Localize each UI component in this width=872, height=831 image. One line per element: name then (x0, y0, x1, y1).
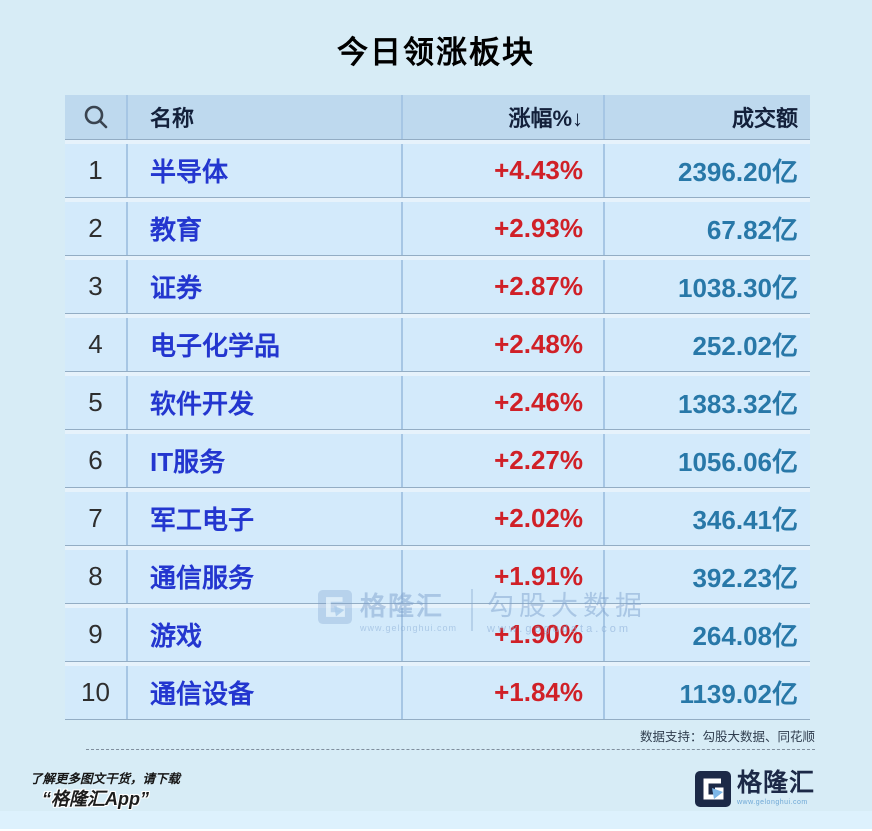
sector-change-percent: +2.46% (403, 376, 605, 429)
table-row[interactable]: 7 军工电子 +2.02% 346.41亿 (65, 492, 810, 546)
sector-change-percent: +2.27% (403, 434, 605, 487)
sector-turnover: 1056.06亿 (678, 447, 798, 477)
table-row[interactable]: 8 通信服务 +1.91% 392.23亿 (65, 550, 810, 604)
sector-turnover: 2396.20亿 (678, 157, 798, 187)
sector-name: 游戏 (128, 608, 403, 661)
sector-change-percent: +2.93% (403, 202, 605, 255)
table-body: 1 半导体 +4.43% 2396.20亿 2 教育 +2.93% 67.82亿… (65, 144, 810, 720)
row-rank: 9 (65, 608, 128, 661)
table-row[interactable]: 10 通信设备 +1.84% 1139.02亿 (65, 666, 810, 720)
sector-change-percent: +1.91% (403, 550, 605, 603)
table-row[interactable]: 2 教育 +2.93% 67.82亿 (65, 202, 810, 256)
gelonghui-logo-icon (694, 771, 731, 812)
sector-change-percent: +1.90% (403, 608, 605, 661)
sector-turnover: 252.02亿 (692, 331, 798, 361)
table-row[interactable]: 9 游戏 +1.90% 264.08亿 (65, 608, 810, 662)
sector-name: 证券 (128, 260, 403, 313)
sector-change-percent: +2.48% (403, 318, 605, 371)
footer-divider (86, 749, 815, 750)
bottom-edge (0, 829, 872, 831)
search-cell (65, 95, 128, 139)
sector-name: 软件开发 (128, 376, 403, 429)
sector-turnover: 1038.30亿 (678, 273, 798, 303)
sector-turnover: 1139.02亿 (679, 679, 798, 709)
sector-change-percent: +2.87% (403, 260, 605, 313)
sector-name: 通信服务 (128, 550, 403, 603)
row-rank: 10 (65, 666, 128, 719)
table-row[interactable]: 1 半导体 +4.43% 2396.20亿 (65, 144, 810, 198)
row-rank: 7 (65, 492, 128, 545)
sector-change-percent: +4.43% (403, 144, 605, 197)
row-rank: 1 (65, 144, 128, 197)
sector-name: 教育 (128, 202, 403, 255)
table-row[interactable]: 5 软件开发 +2.46% 1383.32亿 (65, 376, 810, 430)
footer-promo-text: 了解更多图文干货，请下载 (30, 772, 181, 786)
row-rank: 4 (65, 318, 128, 371)
search-icon[interactable] (82, 103, 110, 131)
footer-brand-name: 格隆汇 (736, 769, 815, 797)
sector-name: 电子化学品 (128, 318, 403, 371)
column-header-change-sort[interactable]: 涨幅%↓ (403, 95, 605, 139)
table-row[interactable]: 4 电子化学品 +2.48% 252.02亿 (65, 318, 810, 372)
table-row[interactable]: 6 IT服务 +2.27% 1056.06亿 (65, 434, 810, 488)
row-rank: 3 (65, 260, 128, 313)
table-row[interactable]: 3 证券 +2.87% 1038.30亿 (65, 260, 810, 314)
sector-turnover: 392.23亿 (692, 563, 798, 593)
sector-name: 半导体 (128, 144, 403, 197)
bottom-gradient-band (0, 811, 872, 831)
sector-turnover: 264.08亿 (692, 621, 798, 651)
footer-brand-logo: 格隆汇 www.gelonghui.com (694, 769, 815, 812)
sector-name: 通信设备 (128, 666, 403, 719)
page-title: 今日领涨板块 (337, 35, 535, 70)
sector-table: 名称 涨幅%↓ 成交额 1 半导体 +4.43% 2396.20亿 2 教育 +… (65, 95, 810, 720)
sector-change-percent: +1.84% (403, 666, 605, 719)
sector-turnover: 1383.32亿 (678, 389, 798, 419)
column-header-turnover: 成交额 (731, 106, 798, 131)
sector-change-percent: +2.02% (403, 492, 605, 545)
row-rank: 6 (65, 434, 128, 487)
sector-name: 军工电子 (128, 492, 403, 545)
sector-turnover: 67.82亿 (706, 215, 798, 245)
sector-turnover: 346.41亿 (692, 505, 798, 535)
sector-name: IT服务 (128, 434, 403, 487)
column-header-name: 名称 (128, 95, 403, 139)
data-support-note: 数据支持：勾股大数据、同花顺 (639, 730, 815, 744)
table-header-row: 名称 涨幅%↓ 成交额 (65, 95, 810, 140)
row-rank: 8 (65, 550, 128, 603)
footer-brand-url: www.gelonghui.com (736, 799, 808, 806)
footer-app-name: “格隆汇App” (42, 789, 149, 809)
row-rank: 5 (65, 376, 128, 429)
row-rank: 2 (65, 202, 128, 255)
